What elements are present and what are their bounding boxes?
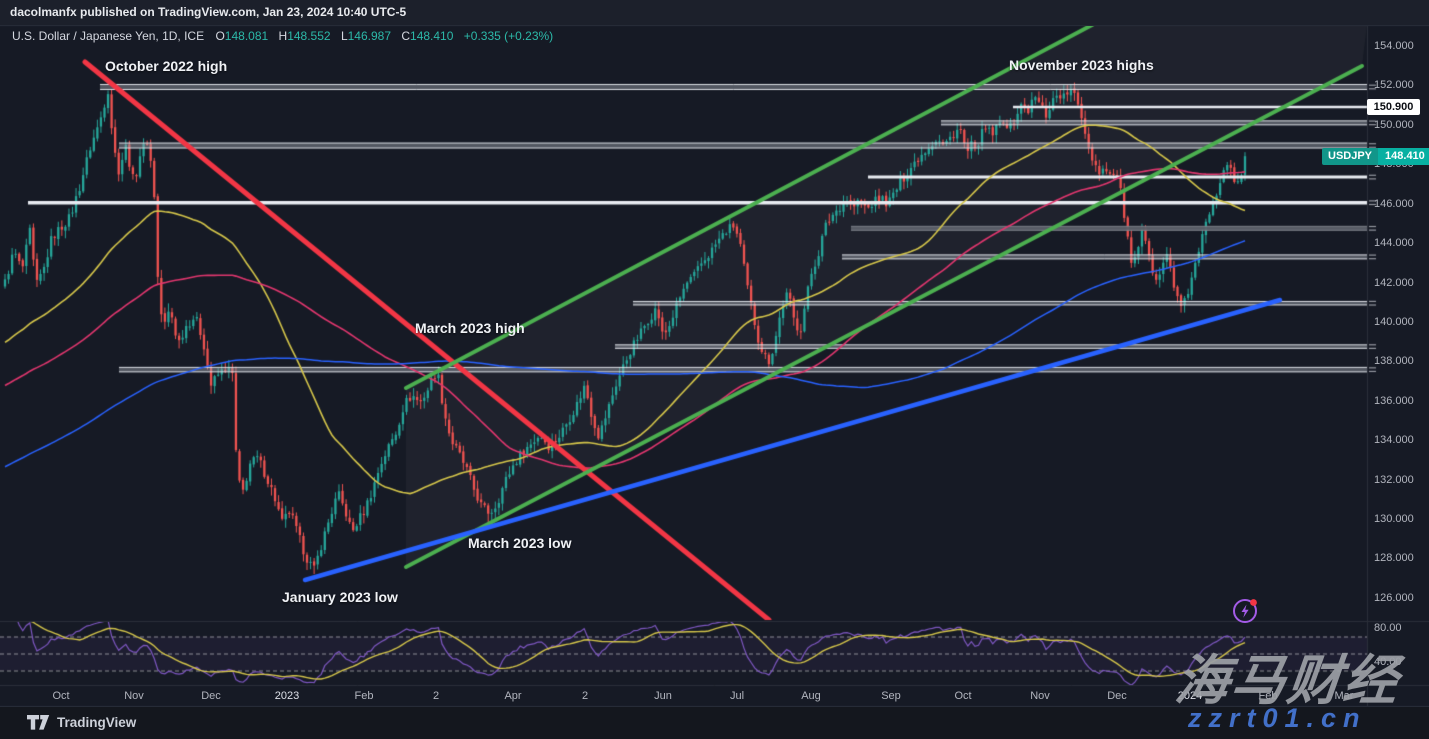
high-value: 148.552 <box>287 29 331 43</box>
price-tick: 152.000 <box>1374 79 1414 92</box>
annotation-january-2023-low: January 2023 low <box>282 589 398 605</box>
time-tick: Jul <box>729 690 745 702</box>
time-tick: 2023 <box>274 690 300 702</box>
time-tick: Feb <box>1258 690 1278 702</box>
change-value: +0.335 (+0.23%) <box>463 29 554 43</box>
time-tick: Nov <box>124 690 144 702</box>
price-tick: 142.000 <box>1374 276 1414 289</box>
time-tick: Mar <box>1334 690 1354 702</box>
time-tick: Jun <box>654 690 672 702</box>
time-tick: Sep <box>881 690 901 702</box>
time-tick: Oct <box>52 690 70 702</box>
high-label: H <box>278 29 288 43</box>
close-label: C <box>401 29 411 43</box>
price-tick: 126.000 <box>1374 591 1414 604</box>
time-tick: 2 <box>432 690 440 702</box>
flash-reaction-icon[interactable] <box>1231 597 1259 625</box>
price-tick: 154.000 <box>1374 40 1414 52</box>
symbol-title[interactable]: U.S. Dollar / Japanese Yen, 1D, ICE <box>12 29 205 43</box>
indicator-tick: 40.00 <box>1374 656 1402 668</box>
last-price-label: USDJPY 148.410 <box>1322 147 1429 165</box>
open-label: O <box>215 29 225 43</box>
price-tick: 140.000 <box>1374 315 1414 328</box>
close-value: 148.410 <box>410 29 454 43</box>
annotation-november-2023-highs: November 2023 highs <box>1009 57 1154 73</box>
time-tick: Dec <box>1107 690 1127 702</box>
price-tick: 144.000 <box>1374 237 1414 250</box>
time-tick: Feb <box>354 690 374 702</box>
tradingview-brand-text: TradingView <box>57 715 137 730</box>
time-axis[interactable]: Oct Nov Dec 2023 Feb 2 Apr 2 Jun Jul Aug Sep Oct Nov D… <box>0 686 1367 706</box>
indicator-tick: 80.00 <box>1374 622 1402 634</box>
open-value: 148.081 <box>224 29 269 43</box>
time-tick: Oct <box>954 690 972 702</box>
low-label: L <box>340 29 348 43</box>
last-price-symbol: USDJPY <box>1322 147 1379 165</box>
price-tick: 132.000 <box>1374 473 1414 486</box>
symbol-legend[interactable]: U.S. Dollar / Japanese Yen, 1D, ICE O148… <box>12 29 553 43</box>
price-tick: 134.000 <box>1374 434 1414 447</box>
annotation-october-2022-high: October 2022 high <box>105 58 228 74</box>
watermark-url: zzrt01.cn <box>1188 703 1367 733</box>
time-tick: Dec <box>201 690 221 702</box>
low-value: 146.987 <box>347 29 392 43</box>
alert-price-label: 150.900 <box>1367 99 1420 116</box>
tradingview-logo-link[interactable]: TradingView <box>27 715 136 730</box>
time-tick: 2 <box>581 690 589 702</box>
price-axis[interactable]: 154.000152.000150.000148.000146.000144.0… <box>1368 25 1429 706</box>
price-tick: 130.000 <box>1374 513 1414 526</box>
time-tick: Apr <box>504 690 522 702</box>
last-price-value: 148.410 <box>1378 147 1429 165</box>
price-tick: 136.000 <box>1374 394 1414 407</box>
tradingview-icon <box>27 715 50 730</box>
annotation-march-2023-high: March 2023 high <box>415 320 525 336</box>
annotation-march-2023-low: March 2023 low <box>468 535 572 551</box>
price-tick: 150.000 <box>1374 118 1414 131</box>
time-tick: Aug <box>801 690 821 702</box>
price-tick: 138.000 <box>1374 355 1414 368</box>
publish-topbar: dacolmanfx published on TradingView.com,… <box>0 0 1429 26</box>
bottom-toolbar: TradingView <box>0 706 1429 739</box>
time-tick: Nov <box>1030 690 1050 702</box>
price-tick: 128.000 <box>1374 552 1414 565</box>
time-tick: 2024 <box>1177 690 1203 702</box>
publish-info-text: dacolmanfx published on TradingView.com,… <box>10 5 407 19</box>
price-tick: 146.000 <box>1374 197 1414 210</box>
